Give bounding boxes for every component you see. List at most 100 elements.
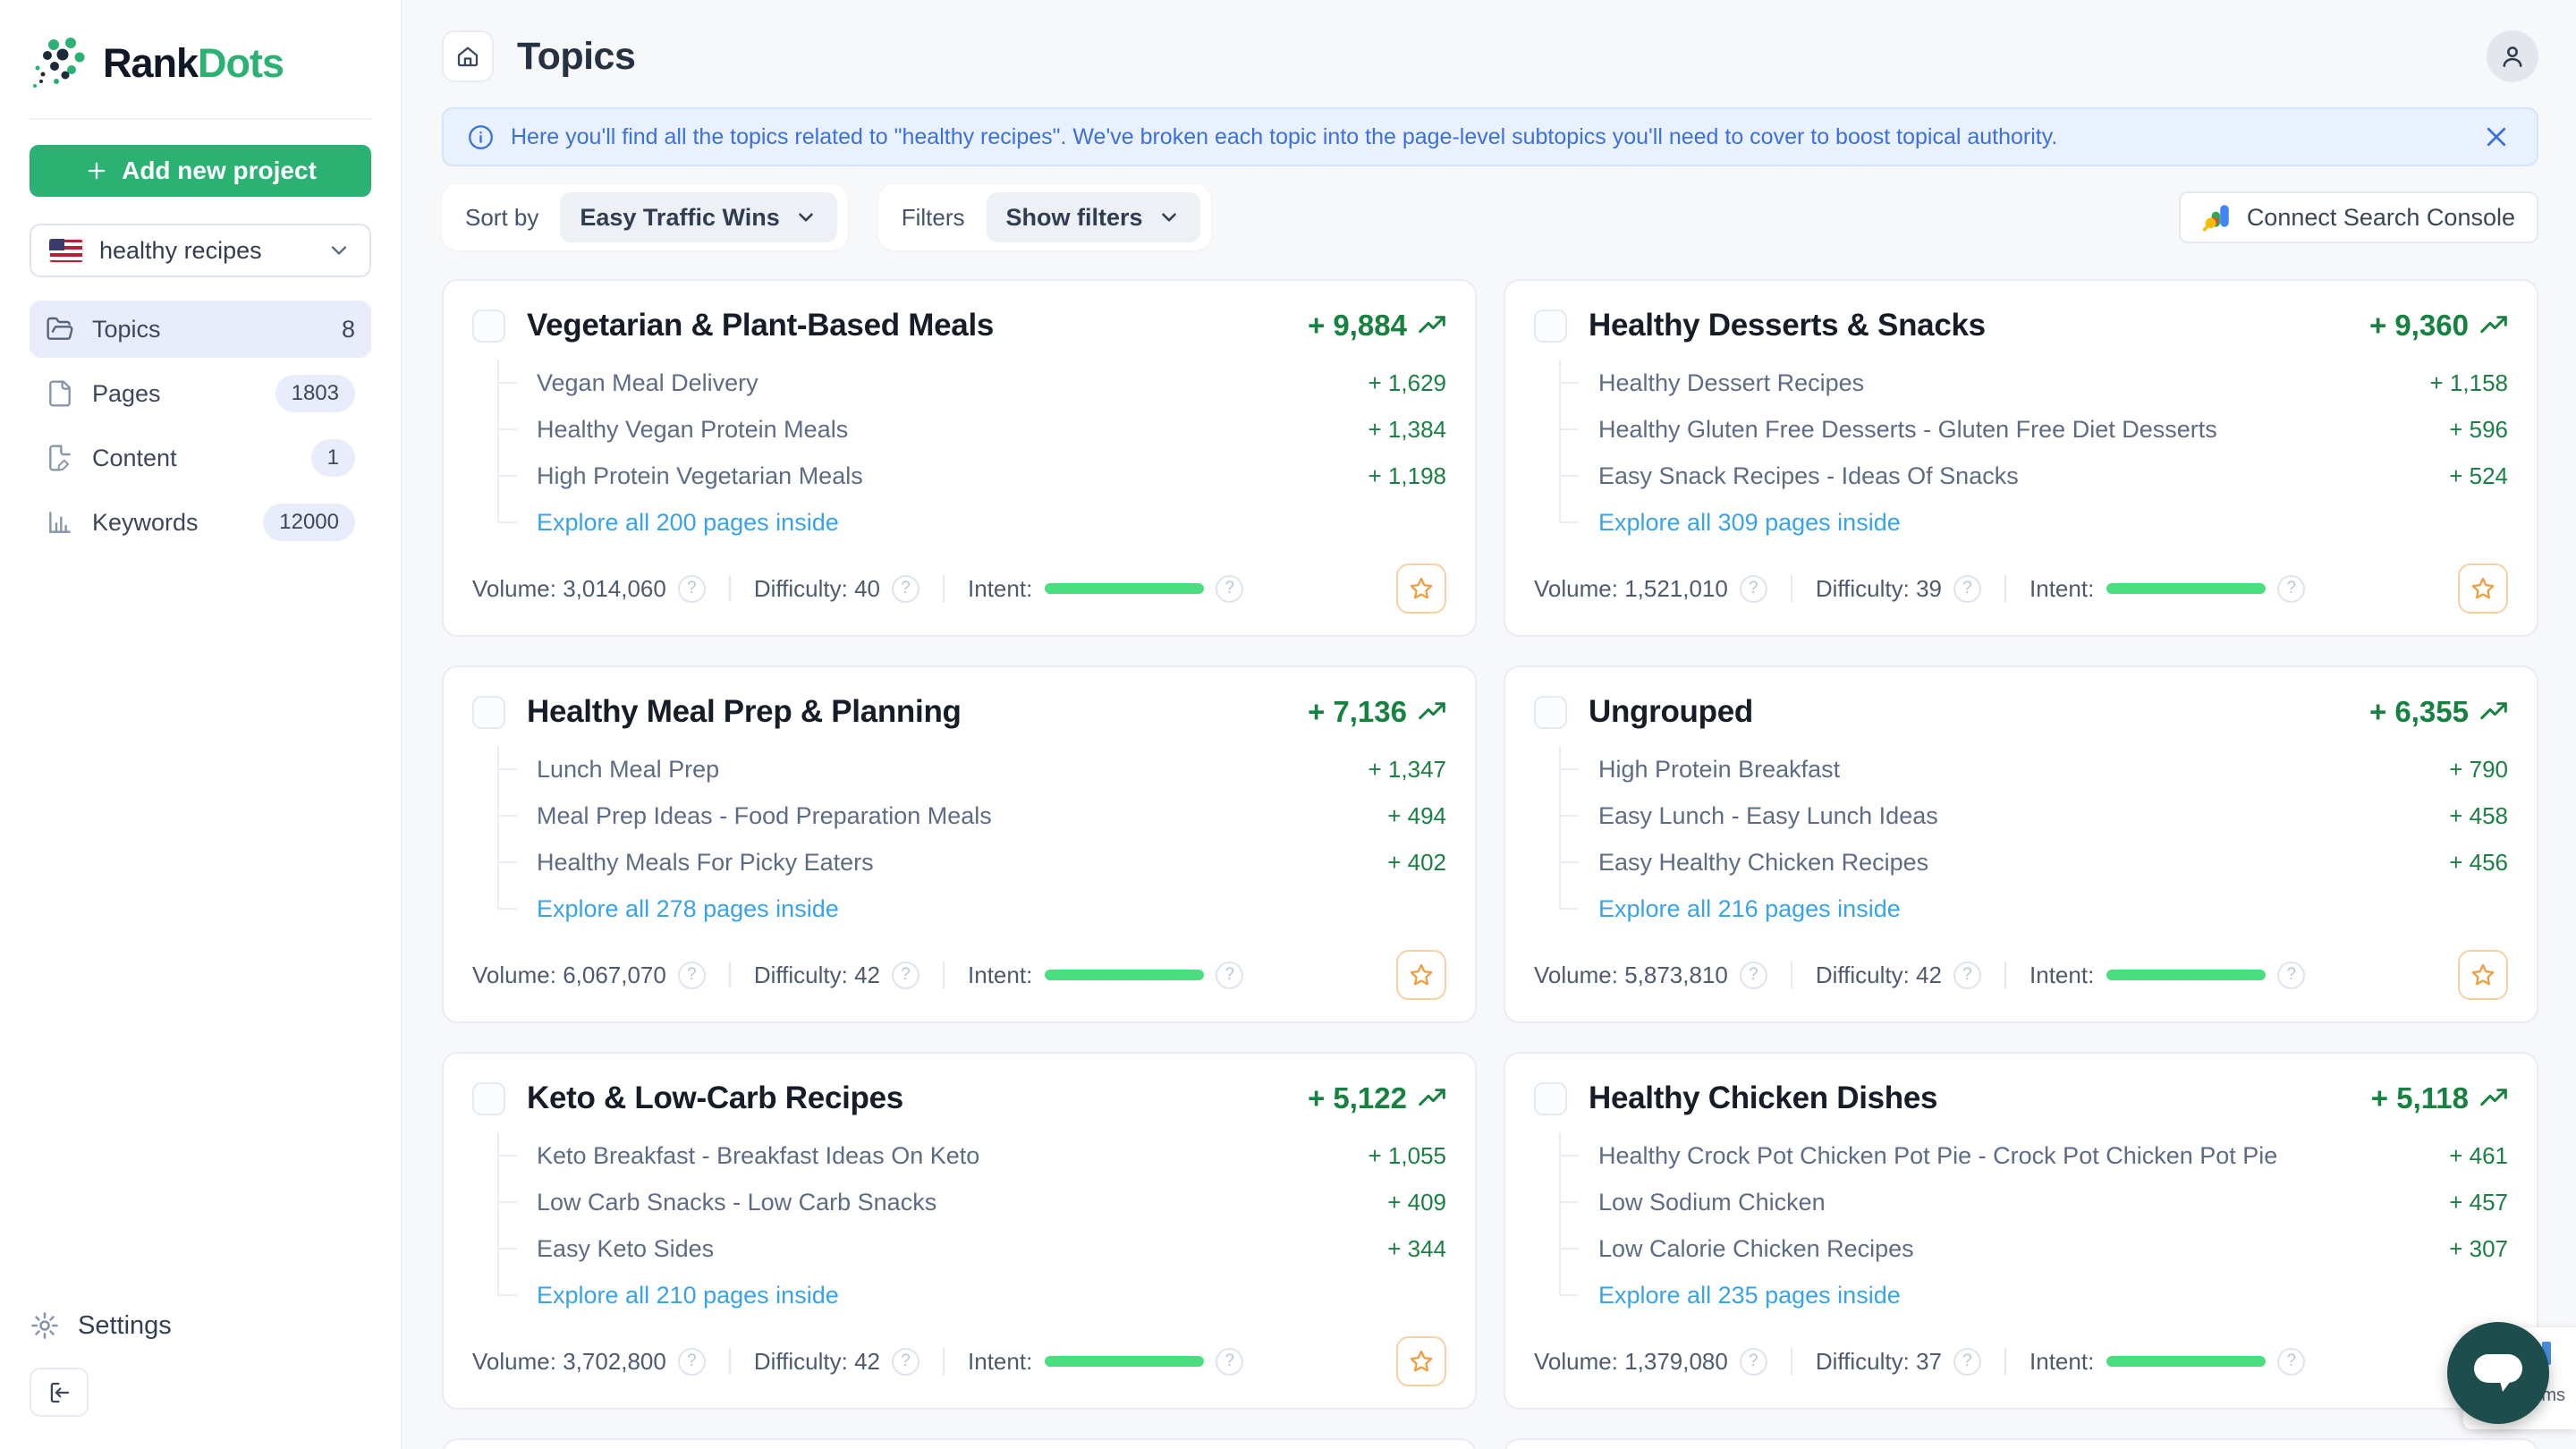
favorite-star-button[interactable] bbox=[2458, 564, 2508, 614]
help-icon[interactable]: ? bbox=[677, 1347, 706, 1376]
sidebar-item-label: Content bbox=[92, 444, 177, 471]
subtopic-traffic-gain: + 409 bbox=[1387, 1188, 1446, 1216]
help-icon[interactable]: ? bbox=[1953, 961, 1982, 989]
topic-title: Vegetarian & Plant-Based Meals bbox=[527, 308, 995, 343]
explore-pages-row: Explore all 210 pages inside bbox=[497, 1272, 1446, 1318]
topic-checkbox[interactable] bbox=[1534, 695, 1567, 729]
filters-dropdown[interactable]: Show filters bbox=[986, 192, 1200, 242]
subtopic-label: Meal Prep Ideas - Food Preparation Meals bbox=[537, 801, 992, 829]
topic-card: Healthy Meal Prep & Planning + 7,136 Lun… bbox=[442, 665, 1477, 1023]
intent-stat: Intent: bbox=[968, 575, 1205, 603]
favorite-star-button[interactable] bbox=[1396, 1336, 1446, 1386]
sidebar-item-label: Keywords bbox=[92, 508, 199, 536]
explore-pages-link[interactable]: Explore all 309 pages inside bbox=[1598, 508, 1901, 536]
stat-divider bbox=[2004, 575, 2007, 602]
volume-stat: Volume: 5,873,810 bbox=[1534, 961, 1728, 988]
help-icon[interactable]: ? bbox=[892, 1347, 920, 1376]
explore-pages-link[interactable]: Explore all 235 pages inside bbox=[1598, 1281, 1901, 1309]
topic-card-footer: Volume: 5,873,810 ? Difficulty: 42 ? Int… bbox=[1534, 950, 2508, 1000]
topic-card-footer: Volume: 3,014,060 ? Difficulty: 40 ? Int… bbox=[472, 564, 1446, 614]
page-title: Topics bbox=[517, 34, 636, 78]
subtopic-label: Healthy Gluten Free Desserts - Gluten Fr… bbox=[1598, 415, 2217, 443]
favorite-star-button[interactable] bbox=[1396, 950, 1446, 1000]
subtopic-label: Healthy Crock Pot Chicken Pot Pie - Croc… bbox=[1598, 1141, 2278, 1169]
file-pen-icon bbox=[49, 445, 71, 471]
help-icon[interactable]: ? bbox=[677, 961, 706, 989]
help-icon[interactable]: ? bbox=[1953, 1347, 1982, 1376]
connect-search-console-button[interactable]: Connect Search Console bbox=[2178, 191, 2538, 243]
stat-divider bbox=[728, 1348, 731, 1375]
explore-pages-link[interactable]: Explore all 278 pages inside bbox=[537, 894, 839, 922]
topic-checkbox[interactable] bbox=[1534, 1081, 1567, 1115]
help-icon[interactable]: ? bbox=[1953, 574, 1982, 603]
subtopic-row: Healthy Gluten Free Desserts - Gluten Fr… bbox=[1559, 406, 2508, 453]
sidebar-item-content[interactable]: Content 1 bbox=[30, 429, 371, 487]
sidebar-item-pages[interactable]: Pages 1803 bbox=[30, 365, 371, 422]
search-console-icon bbox=[2202, 205, 2229, 232]
explore-pages-link[interactable]: Explore all 210 pages inside bbox=[537, 1281, 839, 1309]
project-selector[interactable]: healthy recipes bbox=[30, 224, 371, 277]
star-icon bbox=[2471, 577, 2495, 599]
help-icon[interactable]: ? bbox=[1739, 961, 1767, 989]
topic-checkbox[interactable] bbox=[1534, 309, 1567, 343]
topic-checkbox[interactable] bbox=[472, 309, 505, 343]
explore-pages-link[interactable]: Explore all 216 pages inside bbox=[1598, 894, 1901, 922]
trending-up-icon bbox=[1419, 702, 1445, 720]
help-icon[interactable]: ? bbox=[2277, 1347, 2306, 1376]
banner-close-button[interactable] bbox=[2479, 120, 2513, 154]
help-icon[interactable]: ? bbox=[1739, 1347, 1767, 1376]
sidebar-nav: Topics 8 Pages 1803 Content 1 Keywords 1… bbox=[30, 301, 371, 551]
subtopic-row: Low Carb Snacks - Low Carb Snacks + 409 bbox=[497, 1179, 1446, 1225]
explore-pages-row: Explore all 309 pages inside bbox=[1559, 499, 2508, 546]
subtopic-row: Healthy Vegan Protein Meals + 1,384 bbox=[497, 406, 1446, 453]
help-icon[interactable]: ? bbox=[2277, 961, 2306, 989]
help-icon[interactable]: ? bbox=[1216, 574, 1244, 603]
subtopic-traffic-gain: + 1,629 bbox=[1368, 369, 1446, 396]
subtopic-row: Easy Lunch - Easy Lunch Ideas + 458 bbox=[1559, 792, 2508, 839]
sidebar-item-topics[interactable]: Topics 8 bbox=[30, 301, 371, 358]
explore-pages-link[interactable]: Explore all 200 pages inside bbox=[537, 508, 839, 536]
info-banner: Here you'll find all the topics related … bbox=[442, 107, 2538, 166]
sort-dropdown[interactable]: Easy Traffic Wins bbox=[560, 192, 837, 242]
help-icon[interactable]: ? bbox=[892, 574, 920, 603]
topic-checkbox[interactable] bbox=[472, 695, 505, 729]
subtopic-row: Low Calorie Chicken Recipes + 307 bbox=[1559, 1225, 2508, 1272]
home-button[interactable] bbox=[442, 30, 494, 82]
stat-divider bbox=[728, 962, 731, 988]
user-avatar-button[interactable] bbox=[2487, 30, 2538, 82]
help-icon[interactable]: ? bbox=[1216, 961, 1244, 989]
sidebar-item-keywords[interactable]: Keywords 12000 bbox=[30, 494, 371, 551]
settings-button[interactable]: Settings bbox=[30, 1310, 172, 1341]
star-icon bbox=[1410, 577, 1433, 599]
folder-open-icon bbox=[47, 317, 73, 340]
trending-up-icon bbox=[2480, 316, 2507, 334]
topic-traffic-gain: + 6,355 bbox=[2369, 695, 2508, 729]
subtopic-row: Keto Breakfast - Breakfast Ideas On Keto… bbox=[497, 1132, 1446, 1179]
star-icon bbox=[1410, 1350, 1433, 1372]
help-icon[interactable]: ? bbox=[1216, 1347, 1244, 1376]
help-icon[interactable]: ? bbox=[677, 574, 706, 603]
topic-card: Vegetarian & Plant-Based Meals + 9,884 V… bbox=[442, 279, 1477, 637]
add-new-project-button[interactable]: Add new project bbox=[30, 145, 371, 197]
gear-icon bbox=[31, 1312, 58, 1339]
chevron-down-icon bbox=[331, 246, 347, 255]
collapse-sidebar-button[interactable] bbox=[30, 1368, 89, 1417]
explore-pages-row: Explore all 200 pages inside bbox=[497, 499, 1446, 546]
help-icon[interactable]: ? bbox=[2277, 574, 2306, 603]
topic-card-header: Healthy Chicken Dishes + 5,118 bbox=[1534, 1075, 2508, 1122]
trending-up-icon bbox=[2480, 1089, 2507, 1106]
favorite-star-button[interactable] bbox=[1396, 564, 1446, 614]
favorite-star-button[interactable] bbox=[2458, 950, 2508, 1000]
bar-chart-icon bbox=[49, 512, 71, 533]
explore-pages-row: Explore all 278 pages inside bbox=[497, 886, 1446, 932]
chat-widget-button[interactable] bbox=[2447, 1322, 2549, 1424]
intent-stat: Intent: bbox=[2029, 575, 2267, 603]
intent-bar bbox=[2106, 1356, 2267, 1367]
topic-card-footer: Volume: 1,521,010 ? Difficulty: 39 ? Int… bbox=[1534, 564, 2508, 614]
project-name: healthy recipes bbox=[99, 236, 262, 264]
topic-checkbox[interactable] bbox=[472, 1081, 505, 1115]
help-icon[interactable]: ? bbox=[892, 961, 920, 989]
settings-label: Settings bbox=[78, 1310, 172, 1340]
help-icon[interactable]: ? bbox=[1739, 574, 1767, 603]
topics-count: 8 bbox=[341, 315, 355, 343]
